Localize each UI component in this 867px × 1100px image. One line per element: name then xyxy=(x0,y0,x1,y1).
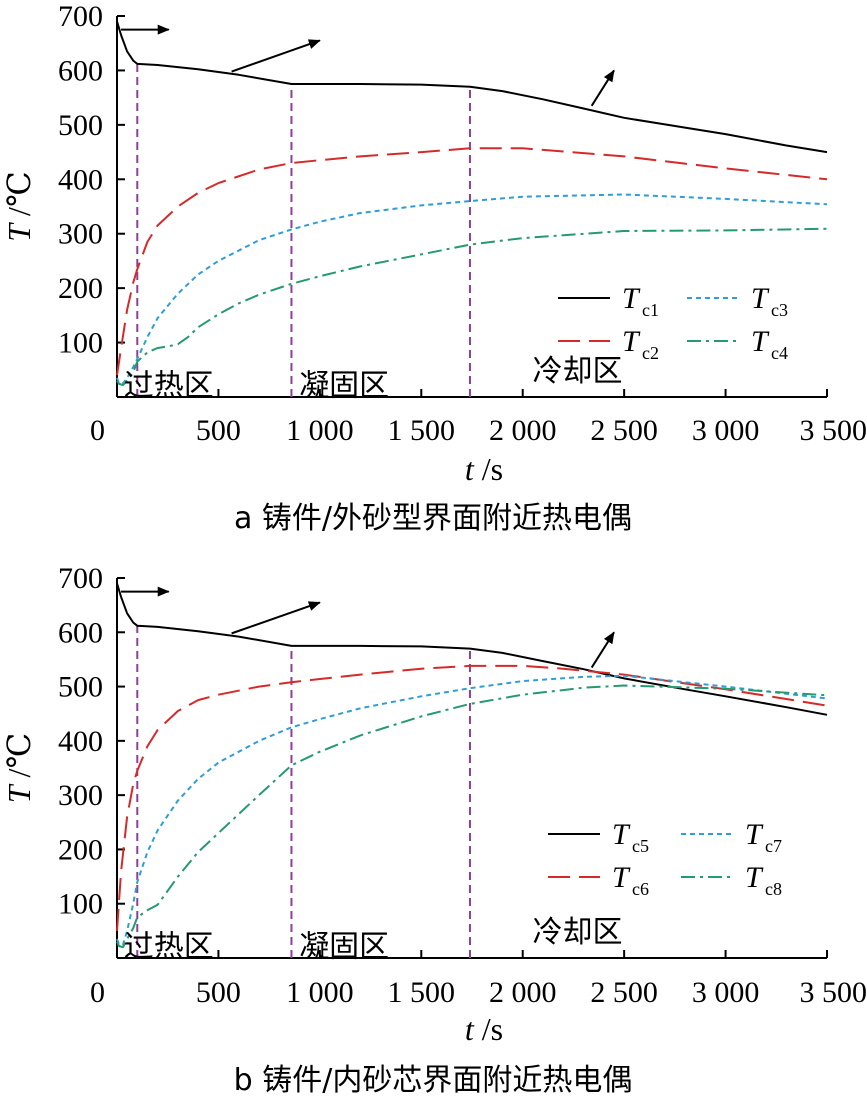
legend-sub-c3: c3 xyxy=(771,300,788,320)
legend-label-c6: T xyxy=(612,861,631,894)
legend-label-c5: T xyxy=(612,818,631,851)
x-tick-label: 1 500 xyxy=(388,976,456,1009)
series-line-c4 xyxy=(116,227,828,386)
y-tick-label: 600 xyxy=(58,616,103,649)
chart-panel-a: 100 200 300 400 500 600 700 0 500 1 000 1 500 2 000… xyxy=(1,0,867,536)
legend-sub-c1: c1 xyxy=(642,300,659,320)
annotation-label: 冷却区 xyxy=(532,354,622,389)
x-tick-label: 2 000 xyxy=(489,414,557,447)
legend-sub-c6: c6 xyxy=(632,879,649,899)
series-line-c5 xyxy=(116,583,828,716)
x-tick-label: 2 500 xyxy=(590,976,658,1009)
x-tick-label: 0 xyxy=(90,414,105,447)
legend-label-c1: T xyxy=(622,282,641,315)
x-tick-label: 500 xyxy=(196,414,241,447)
chart-panel-b: 100 200 300 400 500 600 700 0 500 1 000 1 500 2 000… xyxy=(1,562,867,1098)
x-tick-label: 3 500 xyxy=(800,976,867,1009)
legend-sub-c8: c8 xyxy=(765,879,782,899)
y-tick-label: 100 xyxy=(58,888,103,921)
annotation-arrow xyxy=(231,39,321,73)
annotation-label: 过热区 xyxy=(124,368,214,403)
series-line-c7 xyxy=(116,674,828,946)
series-line-c3 xyxy=(116,193,828,385)
y-tick-label: 100 xyxy=(58,327,103,360)
y-tick-label: 700 xyxy=(58,0,103,33)
y-axis-label: T /℃ xyxy=(1,733,37,803)
x-tick-label: 2 000 xyxy=(489,976,557,1009)
annotation-arrow xyxy=(590,69,615,107)
annotation-arrow xyxy=(231,601,321,635)
x-tick-label: 3 500 xyxy=(800,414,867,447)
annotation-label: 冷却区 xyxy=(532,915,622,950)
y-tick-label: 500 xyxy=(58,671,103,704)
x-tick-label: 1 000 xyxy=(286,414,354,447)
y-tick-label: 300 xyxy=(58,218,103,251)
x-tick-label: 2 500 xyxy=(590,414,658,447)
x-tick-label: 3 000 xyxy=(692,976,760,1009)
series-line-c8 xyxy=(116,684,828,949)
x-tick-label: 1 000 xyxy=(286,976,354,1009)
y-tick-label: 600 xyxy=(58,54,103,87)
annotation-label: 凝固区 xyxy=(299,368,389,403)
legend-label-c7: T xyxy=(745,818,764,851)
x-tick-label: 3 000 xyxy=(692,414,760,447)
series-line-c1 xyxy=(116,21,828,154)
y-tick-label: 400 xyxy=(58,163,103,196)
legend-sub-c4: c4 xyxy=(771,343,788,363)
series-line-c2 xyxy=(116,147,828,376)
annotation-label: 过热区 xyxy=(124,930,214,965)
legend-label-c8: T xyxy=(745,861,764,894)
x-axis-label: t /s xyxy=(465,1011,503,1047)
y-axis-label: T /℃ xyxy=(1,171,37,241)
legend-label-c2: T xyxy=(622,325,641,358)
y-tick-label: 700 xyxy=(58,562,103,595)
annotation-arrow xyxy=(590,631,615,669)
y-tick-label: 200 xyxy=(58,272,103,305)
y-tick-label: 200 xyxy=(58,833,103,866)
legend-sub-c7: c7 xyxy=(765,836,782,856)
y-tick-label: 400 xyxy=(58,725,103,758)
series-line-c6 xyxy=(116,664,828,931)
legend-label-c3: T xyxy=(751,282,770,315)
y-tick-label: 300 xyxy=(58,779,103,812)
legend-sub-c5: c5 xyxy=(632,836,649,856)
annotation-label: 凝固区 xyxy=(299,930,389,965)
x-tick-label: 1 500 xyxy=(388,414,456,447)
panel-caption: b 铸件/内砂芯界面附近热电偶 xyxy=(234,1063,633,1098)
x-tick-label: 0 xyxy=(90,976,105,1009)
x-tick-label: 500 xyxy=(196,976,241,1009)
legend-label-c4: T xyxy=(751,325,770,358)
x-axis-label: t /s xyxy=(465,451,503,487)
y-tick-label: 500 xyxy=(58,109,103,142)
legend-sub-c2: c2 xyxy=(642,343,659,363)
panel-caption: a 铸件/外砂型界面附近热电偶 xyxy=(234,501,632,536)
